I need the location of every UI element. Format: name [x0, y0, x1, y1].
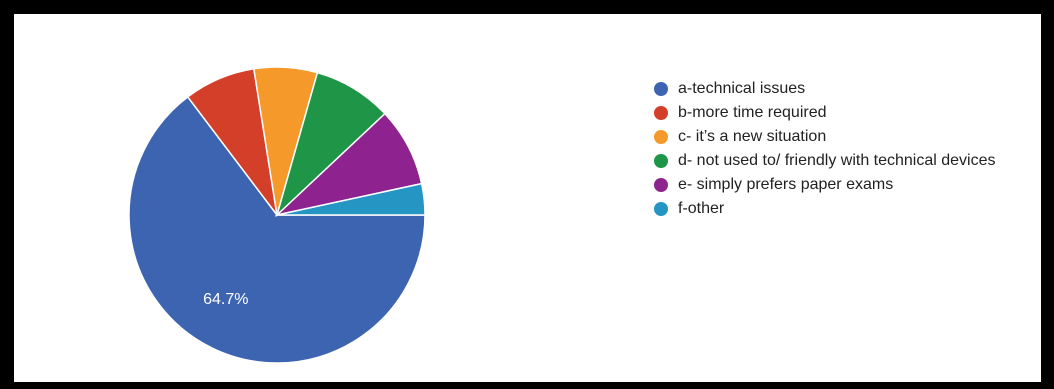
- legend-swatch-icon: [654, 82, 668, 96]
- legend-label: c- it’s a new situation: [678, 128, 827, 145]
- legend-item-b: b-more time required: [654, 101, 1034, 125]
- legend-swatch-icon: [654, 178, 668, 192]
- legend-item-e: e- simply prefers paper exams: [654, 173, 1034, 197]
- legend-item-f: f-other: [654, 197, 1034, 221]
- legend-label: f-other: [678, 200, 725, 217]
- legend-item-d: d- not used to/ friendly with technical …: [654, 149, 1034, 173]
- legend-swatch-icon: [654, 154, 668, 168]
- legend-swatch-icon: [654, 130, 668, 144]
- pie-data-labels: 64.7%: [203, 291, 248, 308]
- pie-slices: [128, 66, 426, 364]
- legend-label: b-more time required: [678, 104, 827, 121]
- pie-slice-f: [276, 182, 426, 216]
- pie-chart: 64.7%: [128, 66, 426, 364]
- chart-legend: a-technical issues b-more time required c-…: [654, 77, 1034, 221]
- pie-slice-a: [128, 95, 426, 364]
- legend-swatch-icon: [654, 106, 668, 120]
- pie-data-label-a: 64.7%: [203, 291, 248, 308]
- legend-label: d- not used to/ friendly with technical …: [678, 152, 996, 169]
- legend-swatch-icon: [654, 202, 668, 216]
- legend-item-a: a-technical issues: [654, 77, 1034, 101]
- legend-label: a-technical issues: [678, 80, 806, 97]
- legend-label: e- simply prefers paper exams: [678, 176, 894, 193]
- legend-item-c: c- it’s a new situation: [654, 125, 1034, 149]
